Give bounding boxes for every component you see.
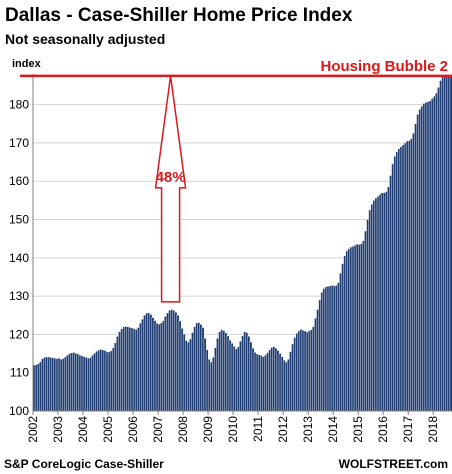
y-tick-labels: 100 110 120 130 140 150 160 170 180 <box>9 98 29 418</box>
housing-bubble-label: Housing Bubble 2 <box>321 58 449 75</box>
x-tick-label: 2014 <box>326 416 340 443</box>
y-tick-label: 180 <box>9 98 29 112</box>
x-tick-label: 2017 <box>401 416 415 443</box>
brand-label: WOLFSTREET.com <box>339 457 448 471</box>
source-note: S&P CoreLogic Case-Shiller <box>4 457 164 471</box>
y-tick-label: 130 <box>9 289 29 303</box>
x-tick-label: 2002 <box>26 416 40 443</box>
x-tick-label: 2003 <box>51 416 65 443</box>
y-axis-label: index <box>12 58 42 70</box>
chart-subtitle: Not seasonally adjusted <box>5 31 165 47</box>
percent-increase-arrow <box>154 75 187 303</box>
x-tick-label: 2005 <box>101 416 115 443</box>
x-tick-label: 2013 <box>301 416 315 443</box>
x-tick-label: 2010 <box>226 416 240 443</box>
y-tick-label: 100 <box>9 404 29 418</box>
x-tick-label: 2007 <box>151 416 165 443</box>
x-tick-label: 2018 <box>426 416 440 443</box>
x-tick-label: 2012 <box>276 416 290 443</box>
x-tick-label: 2015 <box>351 416 365 443</box>
y-tick-label: 160 <box>9 174 29 188</box>
x-tick-label: 2009 <box>201 416 215 443</box>
bar-series <box>32 75 452 412</box>
x-tick-label: 2006 <box>126 416 140 443</box>
y-tick-label: 110 <box>10 366 29 380</box>
percent-increase-label: 48% <box>156 169 186 186</box>
y-tick-label: 170 <box>9 136 29 150</box>
x-tick-labels: 2002 2003 2004 2005 2006 2007 2008 2009 2010 2011… <box>26 416 440 443</box>
chart-title: Dallas - Case-Shiller Home Price Index <box>5 5 353 26</box>
x-tick-label: 2004 <box>76 416 90 443</box>
x-tick-label: 2011 <box>251 416 265 442</box>
y-tick-label: 120 <box>9 327 29 341</box>
y-tick-label: 140 <box>9 251 29 265</box>
y-tick-label: 150 <box>9 213 29 227</box>
x-tick-label: 2016 <box>376 416 390 443</box>
axes <box>32 74 452 415</box>
x-tick-label: 2008 <box>176 416 190 443</box>
